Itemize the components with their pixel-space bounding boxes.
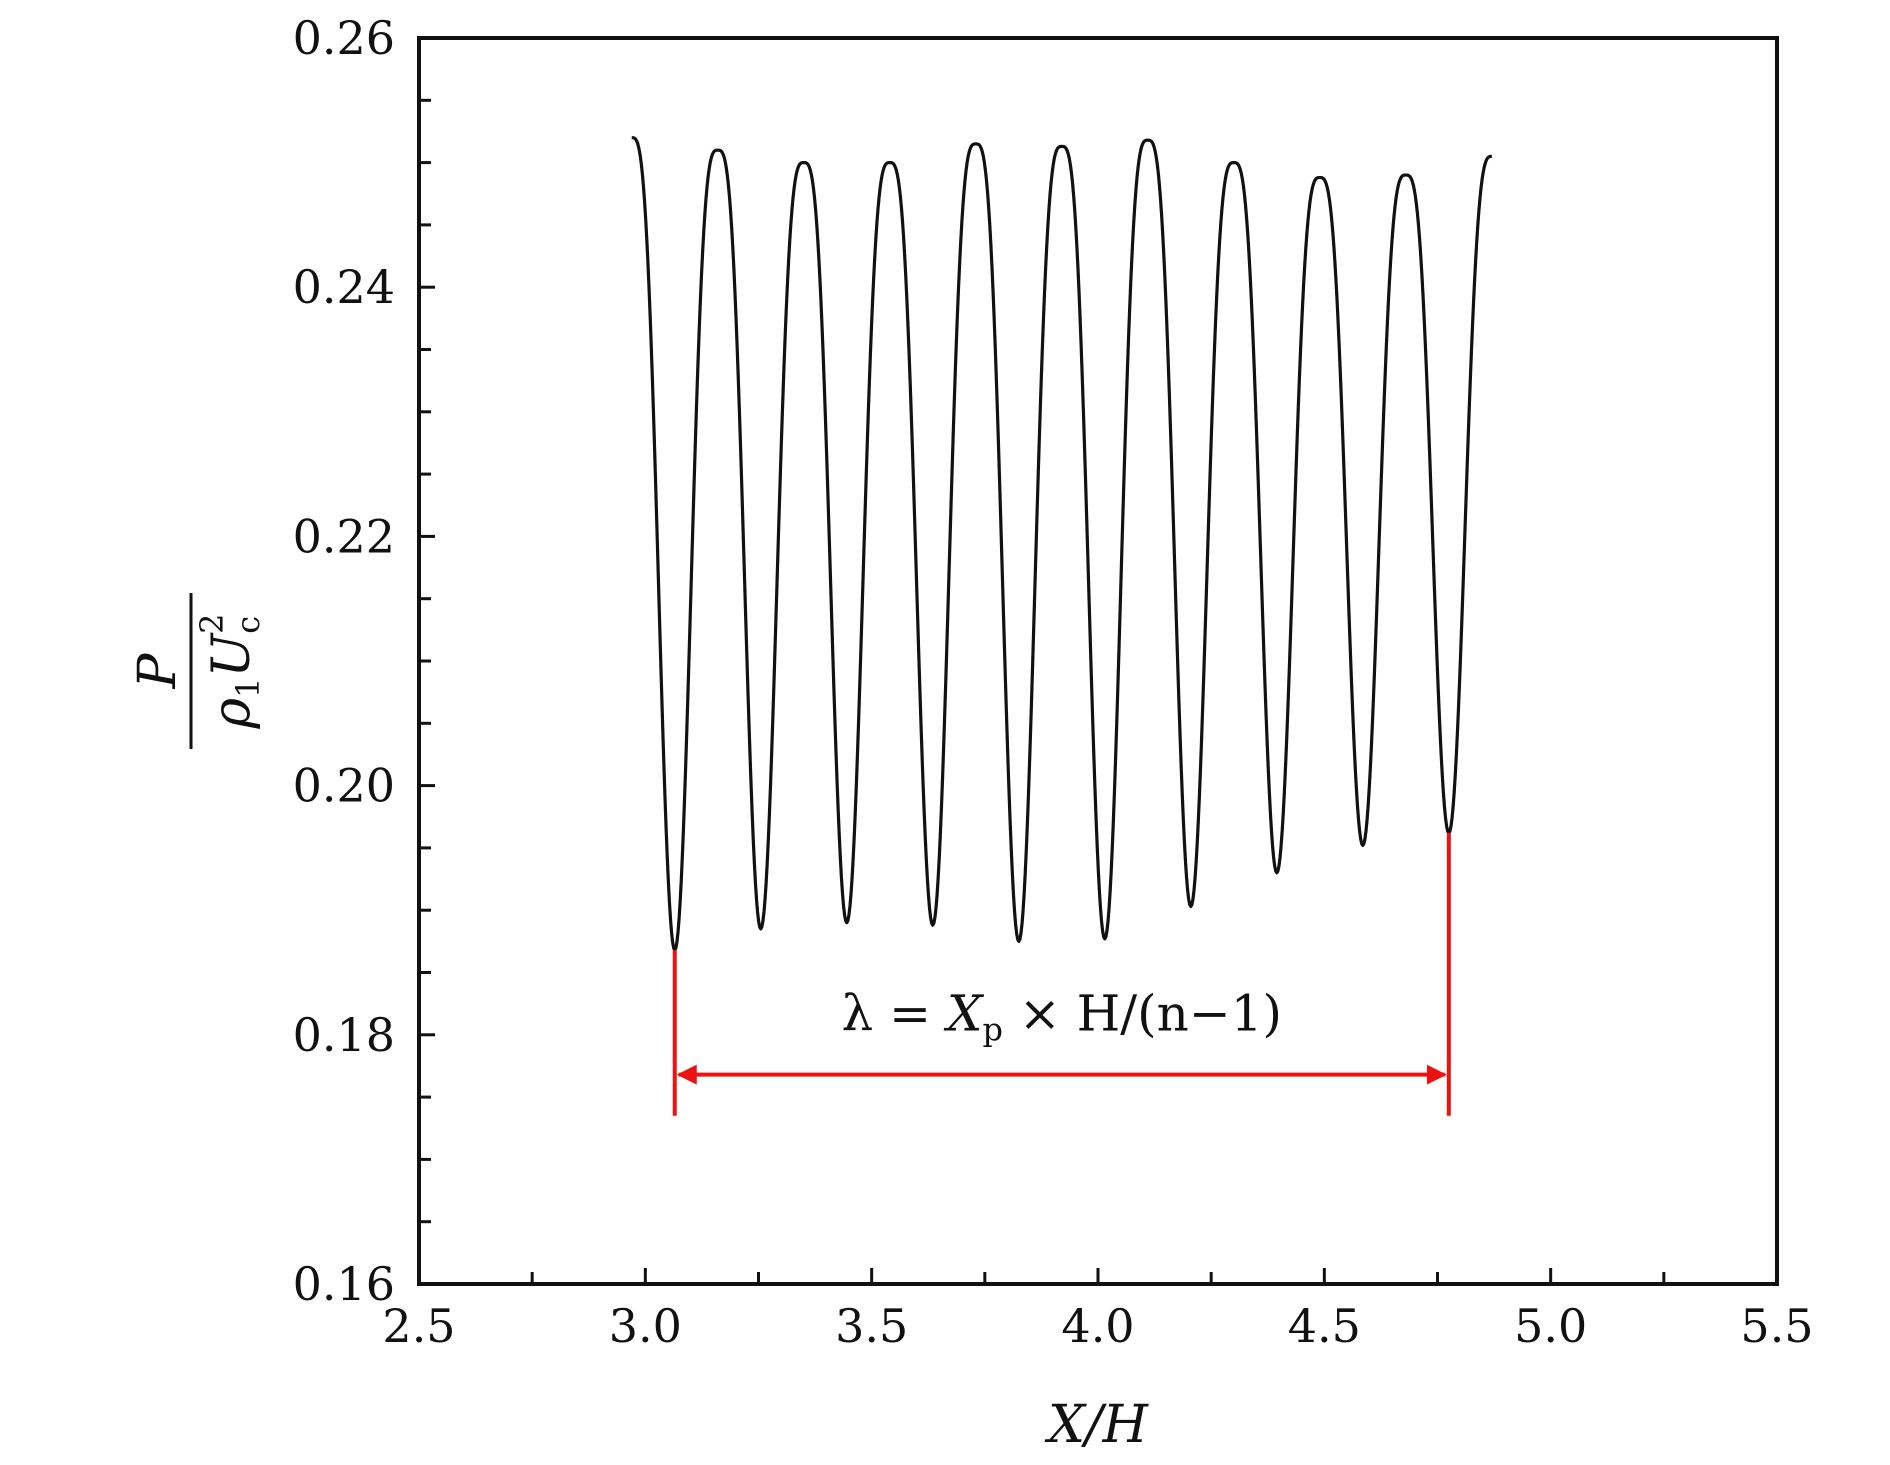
x-tick-label: 4.5 [1288, 1299, 1361, 1353]
y-axis-title-numerator: P [128, 653, 188, 690]
x-tick-label: 5.5 [1740, 1299, 1813, 1353]
x-tick-label: 4.0 [1061, 1299, 1134, 1353]
x-tick-label: 2.5 [382, 1299, 455, 1353]
y-tick-label: 0.20 [293, 759, 395, 813]
y-tick-label: 0.18 [293, 1008, 395, 1062]
axis-ticks [417, 36, 1779, 1286]
x-tick-label: 3.0 [609, 1299, 682, 1353]
y-tick-label: 0.26 [293, 11, 395, 65]
plot-frame [417, 36, 1779, 1286]
y-tick-label: 0.24 [293, 260, 395, 314]
x-tick-labels: 2.5 3.0 3.5 4.0 4.5 5.0 5.5 [382, 1299, 1813, 1353]
x-tick-label: 3.5 [835, 1299, 908, 1353]
x-tick-label: 5.0 [1514, 1299, 1587, 1353]
y-axis-title-denominator: ρ1Uc2 [193, 613, 267, 729]
y-tick-labels: 0.16 0.18 0.20 0.22 0.24 0.26 [293, 11, 395, 1311]
annotation-formula: λ = Xp × H/(n−1) [842, 985, 1283, 1049]
x-axis-title: X/H [1044, 1395, 1150, 1455]
y-tick-label: 0.16 [293, 1257, 395, 1311]
y-tick-label: 0.22 [293, 509, 395, 563]
series-line [631, 136, 1493, 952]
y-axis-title: P ρ1Uc2 [128, 593, 267, 749]
